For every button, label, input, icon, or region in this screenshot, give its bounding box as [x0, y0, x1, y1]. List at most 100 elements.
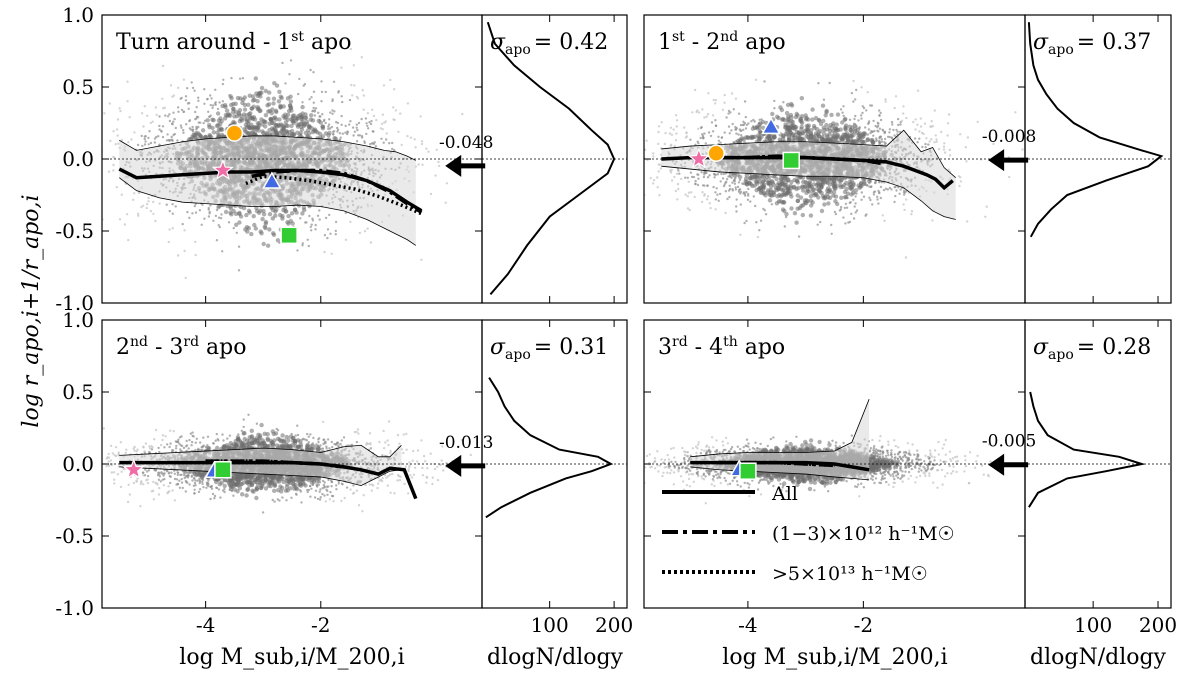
- scatter-point: [126, 80, 129, 83]
- scatter-point: [265, 243, 271, 248]
- scatter-point: [577, 132, 579, 134]
- scatter-point: [866, 133, 870, 136]
- scatter-point: [107, 170, 111, 173]
- scatter-point: [167, 138, 170, 142]
- scatter-point: [188, 127, 191, 130]
- scatter-point: [263, 221, 268, 226]
- scatter-point: [879, 111, 882, 115]
- scatter-point: [195, 128, 198, 131]
- scatter-point: [737, 181, 741, 184]
- scatter-point: [697, 142, 700, 145]
- scatter-point: [730, 176, 733, 179]
- scatter-point: [180, 108, 184, 112]
- scatter-point: [285, 220, 290, 225]
- scatter-point: [670, 179, 674, 182]
- scatter-point: [160, 129, 163, 133]
- scatter-point: [281, 126, 286, 132]
- scatter-point: [289, 128, 295, 134]
- scatter-point: [720, 136, 723, 139]
- scatter-point: [187, 107, 190, 111]
- scatter-point: [136, 143, 140, 147]
- scatter-point: [197, 132, 202, 137]
- scatter-point: [816, 117, 822, 123]
- scatter-point: [277, 117, 282, 122]
- scatter-point: [144, 135, 147, 138]
- scatter-point: [948, 154, 952, 157]
- scatter-point: [281, 114, 286, 119]
- scatter-point: [332, 136, 337, 141]
- scatter-point: [855, 209, 859, 212]
- scatter-point: [728, 174, 732, 178]
- scatter-point: [703, 173, 706, 176]
- scatter-point: [334, 233, 337, 236]
- scatter-point: [727, 109, 731, 113]
- scatter-point: [805, 124, 811, 130]
- scatter-point: [200, 223, 203, 226]
- histogram-line: [486, 21, 616, 296]
- scatter-point: [235, 231, 238, 234]
- scatter-point: [657, 170, 660, 173]
- scatter-point: [902, 203, 905, 206]
- scatter-point: [174, 205, 177, 208]
- scatter-point: [263, 113, 269, 118]
- scatter-point: [976, 120, 979, 124]
- scatter-point: [701, 134, 705, 138]
- scatter-point: [884, 98, 887, 101]
- scatter-point: [285, 131, 290, 136]
- scatter-point: [381, 128, 384, 131]
- scatter-point: [221, 100, 225, 103]
- scatter-point: [323, 234, 327, 237]
- scatter-point: [754, 204, 757, 208]
- scatter-point: [860, 191, 863, 194]
- scatter-point: [318, 209, 321, 212]
- scatter-point: [317, 111, 320, 115]
- scatter-point: [752, 125, 758, 130]
- scatter-point: [241, 77, 245, 80]
- scatter-point: [203, 217, 206, 220]
- scatter-point: [142, 125, 145, 128]
- scatter-point: [853, 122, 856, 126]
- scatter-point: [266, 96, 271, 102]
- scatter-point: [252, 222, 257, 228]
- scatter-point: [935, 138, 938, 141]
- scatter-point: [420, 142, 424, 146]
- scatter-point: [747, 194, 750, 197]
- scatter-point: [701, 191, 704, 194]
- scatter-point: [741, 123, 745, 127]
- scatter-point: [898, 192, 901, 195]
- scatter-point: [298, 77, 301, 81]
- scatter-point: [98, 189, 100, 191]
- scatter-point: [669, 126, 673, 129]
- scatter-point: [306, 238, 309, 241]
- scatter-point: [824, 108, 829, 114]
- scatter-point: [332, 132, 335, 136]
- scatter-point: [310, 96, 313, 99]
- scatter-point: [291, 120, 296, 126]
- scatter-point: [919, 117, 922, 120]
- scatter-point: [659, 167, 662, 170]
- scatter-point: [210, 117, 215, 122]
- scatter-point: [798, 195, 804, 200]
- scatter-point: [842, 114, 845, 118]
- scatter-point: [334, 220, 338, 224]
- scatter-point: [371, 142, 374, 145]
- scatter-point: [217, 216, 221, 219]
- scatter-point: [705, 198, 709, 201]
- scatter-point: [808, 194, 814, 199]
- scatter-point: [867, 128, 871, 131]
- scatter-point: [702, 175, 706, 179]
- scatter-point: [78, 143, 80, 145]
- scatter-point: [883, 219, 886, 222]
- scatter-point: [694, 179, 697, 183]
- scatter-point: [344, 131, 347, 134]
- scatter-point: [724, 172, 727, 175]
- scatter-point: [830, 223, 833, 227]
- scatter-point: [438, 164, 441, 168]
- scatter-point: [733, 182, 737, 185]
- scatter-point: [215, 208, 219, 212]
- scatter-point: [367, 127, 370, 130]
- scatter-point: [781, 182, 786, 187]
- scatter-point: [890, 188, 893, 191]
- scatter-point: [191, 125, 194, 129]
